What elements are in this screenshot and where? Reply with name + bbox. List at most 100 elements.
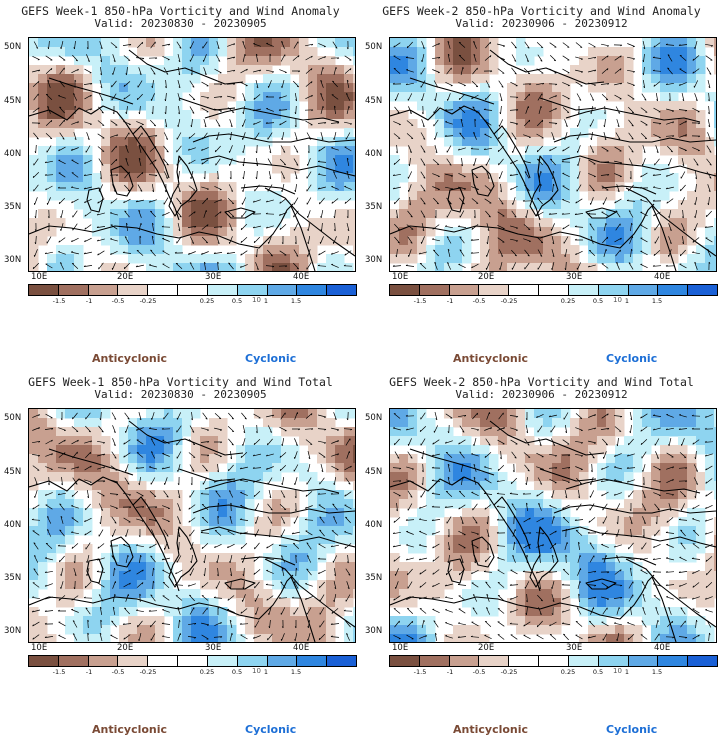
vorticity-map xyxy=(389,37,717,272)
map-panel-week1-total: GEFS Week-1 850-hPa Vorticity and Wind T… xyxy=(0,371,361,742)
colorbar-segment xyxy=(688,285,717,295)
legend-cyclonic: Cyclonic xyxy=(606,352,658,365)
lon-label-30e: 30E xyxy=(205,272,222,282)
panel-valid-dates: Valid: 20230830 - 20230905 xyxy=(94,388,267,401)
legend-cyclonic: Cyclonic xyxy=(606,723,658,736)
colorbar-tick: -1.5 xyxy=(52,668,66,676)
colorbar-segment xyxy=(658,656,689,666)
colorbar-segment xyxy=(237,285,268,295)
legend-anticyclonic: Anticyclonic xyxy=(92,352,168,365)
lon-label-10e: 10E xyxy=(31,272,48,282)
colorbar-segment xyxy=(628,656,659,666)
colorbar-tick: 1 xyxy=(624,297,630,305)
colorbar-segment xyxy=(237,656,268,666)
lat-label-45n: 45N xyxy=(365,467,383,477)
colorbar-segment xyxy=(479,656,510,666)
lat-label-50n: 50N xyxy=(365,413,383,423)
colorbar-segment xyxy=(267,285,298,295)
panel-title: GEFS Week-2 850-hPa Vorticity and Wind A… xyxy=(382,4,701,18)
panel-valid-dates: Valid: 20230906 - 20230912 xyxy=(455,17,628,30)
colorbar-tick: 1 xyxy=(624,668,630,676)
lat-label-45n: 45N xyxy=(4,96,22,106)
colorbar-tick: -1 xyxy=(446,297,454,305)
colorbar-scale: 10 xyxy=(613,667,622,675)
colorbar-segment xyxy=(568,285,599,295)
colorbar-segment xyxy=(688,656,717,666)
colorbar-segment xyxy=(148,656,179,666)
colorbar-segment xyxy=(297,656,328,666)
colorbar-segment xyxy=(58,656,89,666)
legend-cyclonic: Cyclonic xyxy=(245,352,297,365)
colorbar-segment xyxy=(58,285,89,295)
colorbar-tick: -1.5 xyxy=(413,668,427,676)
colorbar-segment xyxy=(267,656,298,666)
map-panel-week1-anomaly: GEFS Week-1 850-hPa Vorticity and Wind A… xyxy=(0,0,361,371)
colorbar-tick: 0.5 xyxy=(592,297,604,305)
colorbar-segment xyxy=(148,285,179,295)
colorbar-segment xyxy=(449,285,480,295)
lat-label-30n: 30N xyxy=(4,255,22,265)
colorbar-tick: -0.25 xyxy=(500,297,518,305)
lon-label-40e: 40E xyxy=(654,643,671,653)
legend-anticyclonic: Anticyclonic xyxy=(453,723,529,736)
colorbar-segment xyxy=(568,656,599,666)
legend-anticyclonic: Anticyclonic xyxy=(453,352,529,365)
panel-valid-dates: Valid: 20230830 - 20230905 xyxy=(94,17,267,30)
colorbar-segment xyxy=(178,285,208,295)
colorbar-tick: 1 xyxy=(263,668,269,676)
lat-label-30n: 30N xyxy=(365,255,383,265)
colorbar-segment xyxy=(88,285,119,295)
colorbar-tick: 0.25 xyxy=(199,297,215,305)
panel-title: GEFS Week-1 850-hPa Vorticity and Wind A… xyxy=(21,4,340,18)
colorbar-segment xyxy=(539,656,569,666)
lon-label-20e: 20E xyxy=(117,643,134,653)
colorbar-segment xyxy=(628,285,659,295)
colorbar-tick: -1.5 xyxy=(52,297,66,305)
colorbar-segment xyxy=(118,656,149,666)
map-panel-week2-anomaly: GEFS Week-2 850-hPa Vorticity and Wind A… xyxy=(361,0,722,371)
colorbar-segment xyxy=(207,656,238,666)
lat-label-35n: 35N xyxy=(365,202,383,212)
colorbar-tick: 1.5 xyxy=(290,297,302,305)
colorbar-segment xyxy=(419,656,450,666)
lat-label-40n: 40N xyxy=(365,520,383,530)
colorbar-segment xyxy=(479,285,510,295)
lon-label-40e: 40E xyxy=(293,272,310,282)
colorbar-segment xyxy=(598,285,629,295)
colorbar-segment xyxy=(449,656,480,666)
colorbar-segment xyxy=(327,285,356,295)
vorticity-map xyxy=(28,408,356,643)
lat-label-35n: 35N xyxy=(4,573,22,583)
colorbar-tick: 1.5 xyxy=(651,297,663,305)
colorbar-tick: 0.5 xyxy=(231,668,243,676)
colorbar-segment xyxy=(297,285,328,295)
lat-label-50n: 50N xyxy=(365,42,383,52)
lon-label-10e: 10E xyxy=(392,272,409,282)
colorbar-tick: -0.5 xyxy=(111,297,125,305)
colorbar-scale: 10 xyxy=(252,296,261,304)
colorbar-tick: 1.5 xyxy=(290,668,302,676)
colorbar-scale: 10 xyxy=(613,296,622,304)
colorbar-segment xyxy=(419,285,450,295)
vorticity-map xyxy=(389,408,717,643)
colorbar-segment xyxy=(658,285,689,295)
colorbar-tick: -0.25 xyxy=(500,668,518,676)
lon-label-10e: 10E xyxy=(31,643,48,653)
lat-label-40n: 40N xyxy=(4,149,22,159)
lat-label-30n: 30N xyxy=(4,626,22,636)
colorbar-tick: 0.25 xyxy=(199,668,215,676)
lat-label-50n: 50N xyxy=(4,42,22,52)
colorbar-segment xyxy=(390,656,420,666)
colorbar-tick: -0.5 xyxy=(472,297,486,305)
legend-cyclonic: Cyclonic xyxy=(245,723,297,736)
lat-label-35n: 35N xyxy=(365,573,383,583)
colorbar-tick: -0.25 xyxy=(139,668,157,676)
lon-label-30e: 30E xyxy=(566,643,583,653)
colorbar-tick: -1 xyxy=(85,297,93,305)
panel-title: GEFS Week-2 850-hPa Vorticity and Wind T… xyxy=(389,375,694,389)
lat-label-45n: 45N xyxy=(4,467,22,477)
colorbar-segment xyxy=(118,285,149,295)
lat-label-40n: 40N xyxy=(4,520,22,530)
colorbar-tick: -0.5 xyxy=(111,668,125,676)
colorbar-tick: -1.5 xyxy=(413,297,427,305)
